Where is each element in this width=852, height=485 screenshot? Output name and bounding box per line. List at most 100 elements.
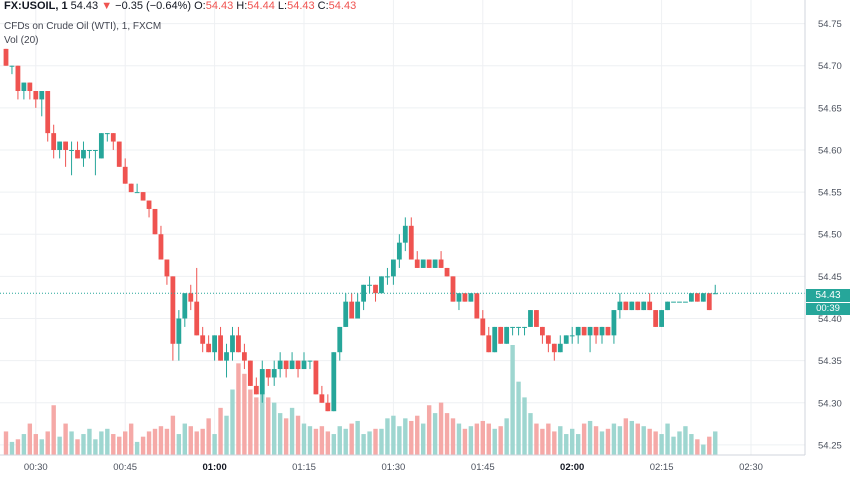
high-value: 54.44 <box>247 0 275 12</box>
price-tick-label: 54.75 <box>818 19 842 30</box>
candle-body <box>236 335 241 353</box>
time-tick-label: 01:15 <box>292 462 316 473</box>
volume-bar <box>99 431 104 455</box>
candle-body <box>575 326 581 336</box>
time-tick-label: 01:45 <box>471 462 495 473</box>
volume-bar <box>111 434 116 455</box>
candle-body <box>432 259 438 268</box>
bar-countdown-tag: 00:39 <box>806 303 850 315</box>
candle-body <box>492 326 498 353</box>
volume-bar <box>337 426 342 455</box>
candle-body <box>212 335 217 353</box>
volume-bar <box>176 434 182 455</box>
candles <box>3 48 718 412</box>
last-price-tag: 54.43 <box>806 289 850 302</box>
candle-body <box>164 259 170 277</box>
volume-bar <box>27 423 33 455</box>
price-tick-label: 54.65 <box>818 103 842 114</box>
candle-body <box>653 310 659 327</box>
candle-body <box>182 293 188 319</box>
candle-body <box>134 192 140 194</box>
candle-body <box>57 141 63 150</box>
volume-bar <box>647 428 652 455</box>
volume-bar <box>248 389 253 455</box>
volume-bar <box>170 415 176 455</box>
candle-body <box>15 65 21 91</box>
candle-body <box>158 234 164 260</box>
volume-bar <box>379 428 384 455</box>
time-tick-label: 02:30 <box>739 462 763 473</box>
time-tick-label: 02:00 <box>560 462 584 473</box>
candle-body <box>69 149 74 151</box>
volume-bar <box>468 426 474 455</box>
candle-body <box>700 293 706 302</box>
volume-bar <box>409 420 414 455</box>
symbol-header: FX:USOIL, 1 54.43 ▼ −0.35 (−0.64%) O:54.… <box>4 0 356 12</box>
symbol-label[interactable]: FX:USOIL, 1 <box>4 0 68 12</box>
candle-body <box>152 208 158 235</box>
candle-body <box>456 293 462 302</box>
volume-bar <box>301 423 307 455</box>
candle-body <box>379 276 384 294</box>
candle-body <box>325 402 331 412</box>
candle-body <box>194 301 200 336</box>
candle-body <box>498 326 504 344</box>
price-tick-label: 54.60 <box>818 145 842 156</box>
volume-bar <box>534 423 539 455</box>
price-tick-label: 54.50 <box>818 230 842 241</box>
volume-bar <box>319 426 325 455</box>
volume-bar <box>313 428 319 455</box>
volume-bar <box>51 405 56 455</box>
candle-body <box>218 335 223 361</box>
low-value: 54.43 <box>287 0 315 12</box>
candle-body <box>146 200 152 209</box>
volume-bar <box>123 431 128 455</box>
volume-bar <box>707 436 712 455</box>
volume-bar <box>182 423 187 455</box>
volume-bar <box>3 431 9 455</box>
volume-bar <box>260 381 265 455</box>
volume-bar <box>391 415 396 455</box>
candle-body <box>63 141 68 150</box>
volume-bar <box>272 402 277 455</box>
volume-bar <box>283 418 289 455</box>
candle-body <box>396 242 402 260</box>
candle-body <box>93 149 98 151</box>
volume-bar <box>194 431 199 455</box>
price-axis[interactable]: 54.75 54.70 54.65 54.60 54.55 54.50 54.45 54.40… <box>818 19 842 451</box>
volume-bar <box>462 428 468 455</box>
volume-bar <box>617 426 623 455</box>
volume-bar <box>57 436 62 455</box>
volume-bar <box>140 436 146 455</box>
candle-body <box>557 343 563 353</box>
candle-body <box>647 301 653 311</box>
volume-bars <box>3 345 718 455</box>
volume-bar <box>611 423 617 455</box>
volume-bar <box>212 434 217 455</box>
candle-body <box>677 301 682 303</box>
candle-body <box>486 335 492 353</box>
time-axis[interactable]: 00:30 00:45 01:00 01:15 01:30 01:45 02:00 02:15… <box>24 462 763 473</box>
volume-bar <box>146 431 152 455</box>
volume-bar <box>230 389 235 455</box>
candle-body <box>116 141 122 167</box>
time-tick-label: 01:30 <box>382 462 406 473</box>
down-arrow-icon: ▼ <box>101 0 113 12</box>
candle-body <box>331 352 337 412</box>
candle-body <box>408 225 414 260</box>
candle-body <box>367 284 372 286</box>
volume-bar <box>623 418 629 455</box>
volume-bar <box>438 402 444 455</box>
candle-body <box>438 259 444 268</box>
candle-body <box>641 301 647 311</box>
candle-body <box>694 293 700 302</box>
volume-study-label[interactable]: Vol (20) <box>4 35 39 46</box>
candle-body <box>9 65 15 67</box>
candle-body <box>563 335 569 344</box>
study-title[interactable]: CFDs on Crude Oil (WTI), 1, FXCM <box>4 21 162 32</box>
candle-body <box>253 385 259 395</box>
candle-body <box>343 301 349 327</box>
candle-body <box>671 301 676 303</box>
volume-bar <box>307 426 313 455</box>
